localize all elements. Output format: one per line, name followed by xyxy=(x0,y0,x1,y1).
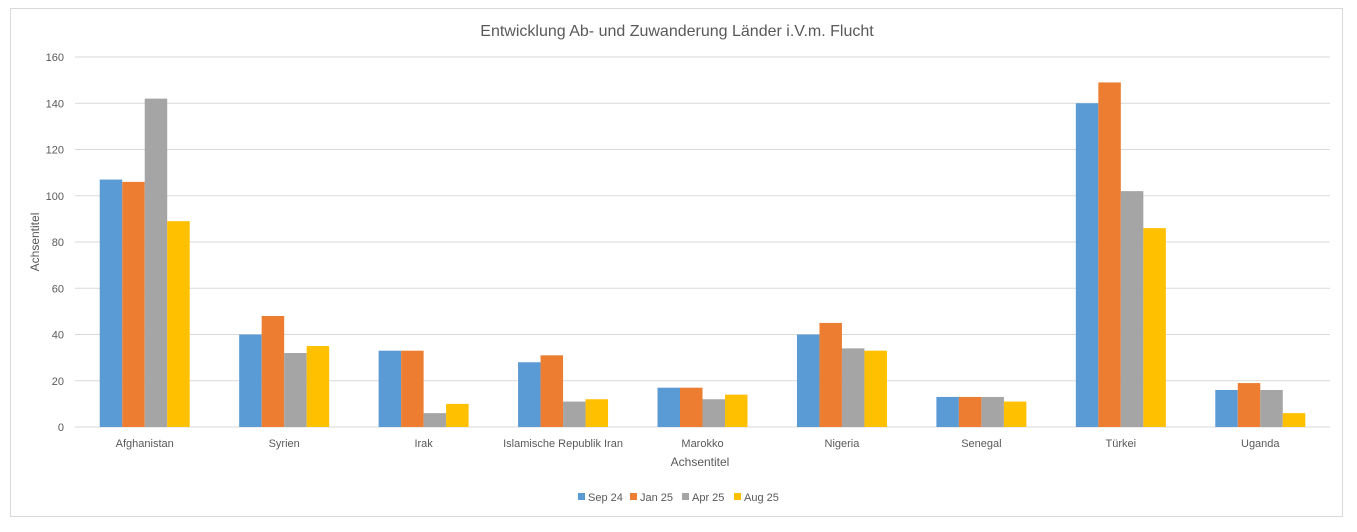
legend-swatch xyxy=(682,493,689,500)
bar-aug-25 xyxy=(585,399,609,427)
bar-sep-24 xyxy=(1215,390,1238,427)
bar-jan-25 xyxy=(122,181,145,427)
y-tick-label: 0 xyxy=(58,422,64,434)
x-axis-title: Achsentitel xyxy=(671,455,730,469)
x-tick-label: Senegal xyxy=(961,438,1001,450)
bar-jan-25 xyxy=(261,316,285,427)
bar-aug-25 xyxy=(864,350,887,427)
bar-jan-25 xyxy=(401,350,424,427)
bar-sep-24 xyxy=(99,179,123,427)
bar-sep-24 xyxy=(518,362,541,427)
y-tick-label: 60 xyxy=(52,283,64,295)
legend-label: Apr 25 xyxy=(692,492,724,504)
bar-apr-25 xyxy=(284,353,307,427)
bar-sep-24 xyxy=(657,387,680,427)
x-tick-label: Islamische Republik Iran xyxy=(503,438,623,450)
bar-aug-25 xyxy=(1282,413,1306,427)
y-axis-title: Achsentitel xyxy=(28,213,42,272)
y-tick-label: 140 xyxy=(46,98,64,110)
x-tick-label: Türkei xyxy=(1106,438,1137,450)
bar-aug-25 xyxy=(167,221,190,427)
x-tick-label: Afghanistan xyxy=(116,438,174,450)
bar-apr-25 xyxy=(563,401,586,427)
bar-jan-25 xyxy=(1098,82,1121,427)
x-tick-label: Syrien xyxy=(269,438,300,450)
x-tick-label: Uganda xyxy=(1241,438,1280,450)
bar-apr-25 xyxy=(1260,390,1283,427)
bar-apr-25 xyxy=(841,348,865,427)
bar-aug-25 xyxy=(1143,228,1166,427)
bar-sep-24 xyxy=(936,396,959,427)
y-tick-label: 40 xyxy=(52,330,64,342)
bar-aug-25 xyxy=(725,394,748,427)
bar-aug-25 xyxy=(446,403,469,427)
legend-swatch xyxy=(578,493,585,500)
legend-swatch xyxy=(630,493,637,500)
bar-jan-25 xyxy=(958,396,982,427)
legend-swatch xyxy=(734,493,741,500)
legend-label: Sep 24 xyxy=(588,492,623,504)
bar-sep-24 xyxy=(239,334,262,427)
y-tick-label: 100 xyxy=(46,191,64,203)
chart-frame xyxy=(10,8,1343,517)
y-tick-label: 120 xyxy=(46,145,64,157)
chart-title: Entwicklung Ab- und Zuwanderung Länder i… xyxy=(480,23,874,40)
bar-apr-25 xyxy=(981,396,1004,427)
x-tick-label: Nigeria xyxy=(825,438,861,450)
bar-apr-25 xyxy=(144,98,168,427)
bar-jan-25 xyxy=(540,355,564,427)
y-tick-label: 80 xyxy=(52,237,64,249)
x-tick-label: Marokko xyxy=(681,438,723,450)
bar-sep-24 xyxy=(1075,103,1099,427)
bar-jan-25 xyxy=(680,387,703,427)
bar-sep-24 xyxy=(378,350,402,427)
bar-apr-25 xyxy=(1120,191,1144,427)
bar-jan-25 xyxy=(1237,383,1261,427)
legend-label: Jan 25 xyxy=(640,492,673,504)
bar-aug-25 xyxy=(1003,401,1027,427)
y-tick-label: 20 xyxy=(52,376,64,388)
legend: Sep 24 Jan 25 Apr 25 Aug 25 xyxy=(578,492,779,504)
x-tick-label: Irak xyxy=(414,438,433,450)
bar-apr-25 xyxy=(423,413,447,427)
bar-apr-25 xyxy=(702,399,725,427)
y-tick-label: 160 xyxy=(46,52,64,64)
bar-jan-25 xyxy=(819,322,842,427)
bar-aug-25 xyxy=(306,346,330,427)
legend-label: Aug 25 xyxy=(744,492,779,504)
bar-sep-24 xyxy=(796,334,820,427)
